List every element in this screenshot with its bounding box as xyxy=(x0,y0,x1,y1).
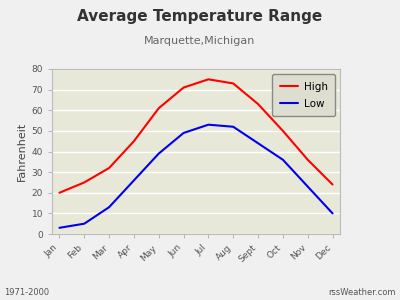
Low xyxy=(57,226,62,230)
Low xyxy=(107,206,112,209)
Text: Marquette,Michigan: Marquette,Michigan xyxy=(144,36,256,46)
Low xyxy=(256,141,260,145)
High xyxy=(156,106,161,110)
High xyxy=(57,191,62,194)
Low xyxy=(82,222,87,226)
High xyxy=(181,86,186,89)
Low xyxy=(206,123,211,127)
High xyxy=(231,82,236,85)
Line: Low: Low xyxy=(60,125,332,228)
High xyxy=(256,102,260,106)
Low xyxy=(280,158,285,161)
High xyxy=(330,183,335,186)
High xyxy=(132,140,136,143)
Low xyxy=(132,178,136,182)
Low xyxy=(181,131,186,135)
Low xyxy=(231,125,236,128)
High xyxy=(82,181,87,184)
Y-axis label: Fahrenheit: Fahrenheit xyxy=(17,122,27,181)
Low xyxy=(156,152,161,155)
Text: 1971-2000: 1971-2000 xyxy=(4,288,49,297)
High xyxy=(206,77,211,81)
High xyxy=(107,166,112,170)
Low xyxy=(305,185,310,188)
Legend: High, Low: High, Low xyxy=(272,74,335,116)
Text: rssWeather.com: rssWeather.com xyxy=(328,288,396,297)
Low xyxy=(330,212,335,215)
Line: High: High xyxy=(60,79,332,193)
High xyxy=(280,129,285,133)
Text: Average Temperature Range: Average Temperature Range xyxy=(77,9,323,24)
High xyxy=(305,158,310,161)
